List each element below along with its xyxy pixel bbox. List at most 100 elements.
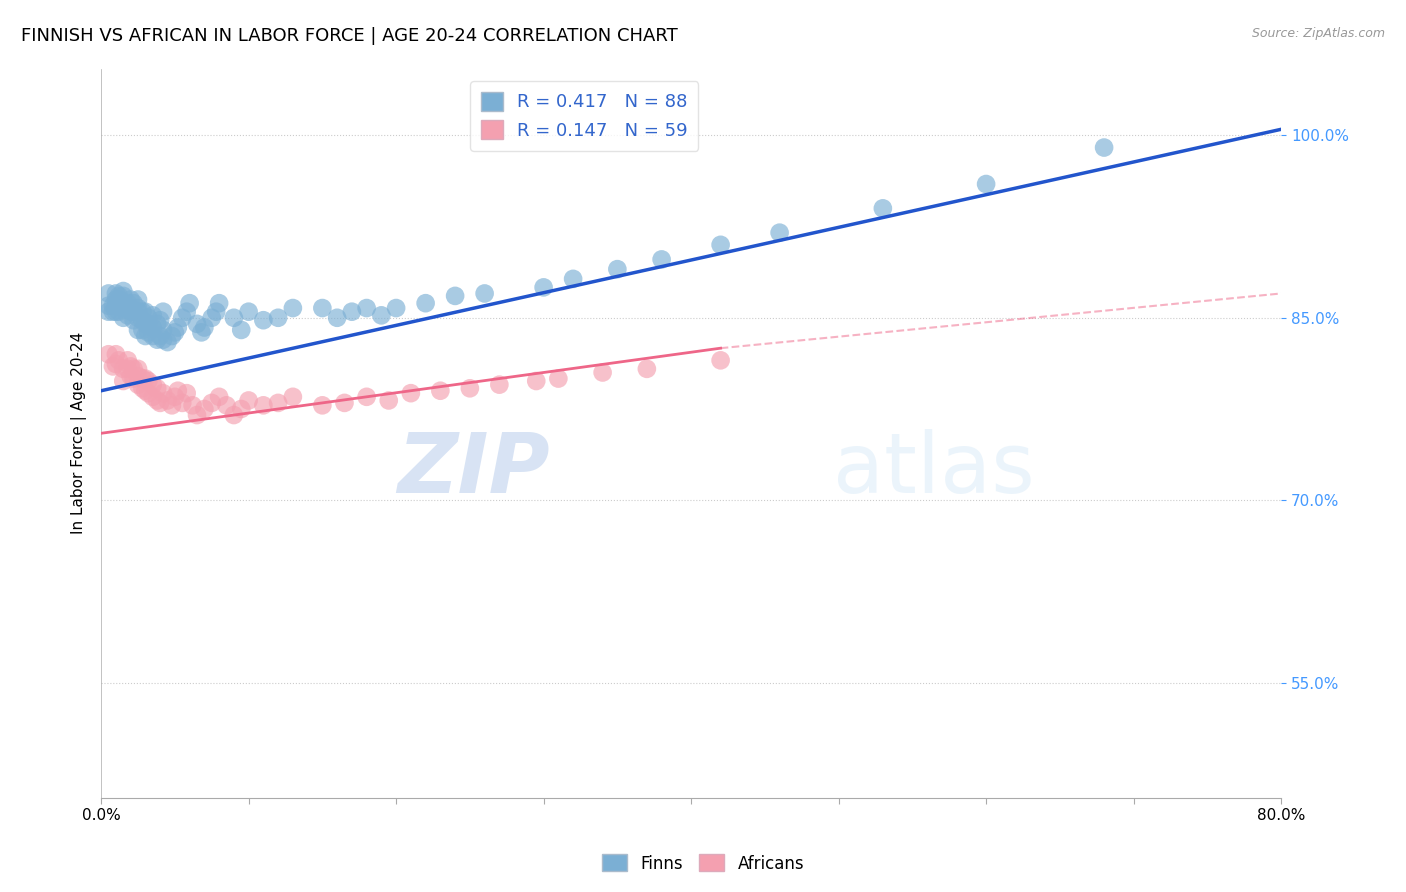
Point	[651, 252, 673, 267]
Point	[710, 353, 733, 368]
Point	[136, 326, 159, 340]
Point	[160, 398, 183, 412]
Point	[176, 386, 198, 401]
Y-axis label: In Labor Force | Age 20-24: In Labor Force | Age 20-24	[72, 332, 87, 534]
Point	[142, 320, 165, 334]
Point	[134, 371, 156, 385]
Text: Source: ZipAtlas.com: Source: ZipAtlas.com	[1251, 27, 1385, 40]
Point	[533, 280, 555, 294]
Point	[108, 299, 131, 313]
Point	[193, 401, 215, 416]
Point	[108, 304, 131, 318]
Point	[415, 296, 437, 310]
Point	[112, 289, 135, 303]
Point	[134, 329, 156, 343]
Point	[163, 390, 186, 404]
Point	[127, 362, 149, 376]
Point	[444, 289, 467, 303]
Point	[193, 320, 215, 334]
Point	[179, 296, 201, 310]
Point	[172, 396, 194, 410]
Point	[166, 384, 188, 398]
Point	[101, 299, 124, 313]
Point	[136, 386, 159, 401]
Point	[120, 301, 142, 315]
Point	[127, 369, 149, 384]
Point	[231, 323, 253, 337]
Point	[131, 313, 153, 327]
Point	[112, 310, 135, 325]
Point	[231, 401, 253, 416]
Point	[215, 398, 238, 412]
Point	[122, 313, 145, 327]
Point	[142, 309, 165, 323]
Point	[146, 393, 169, 408]
Point	[156, 393, 179, 408]
Point	[222, 408, 245, 422]
Point	[104, 347, 127, 361]
Point	[152, 304, 174, 318]
Point	[385, 301, 408, 315]
Point	[356, 301, 378, 315]
Point	[134, 384, 156, 398]
Point	[238, 304, 260, 318]
Point	[131, 304, 153, 318]
Point	[201, 310, 224, 325]
Point	[166, 320, 188, 334]
Point	[370, 309, 392, 323]
Text: atlas: atlas	[832, 429, 1035, 510]
Point	[474, 286, 496, 301]
Point	[120, 304, 142, 318]
Point	[136, 374, 159, 388]
Point	[146, 333, 169, 347]
Point	[710, 237, 733, 252]
Point	[149, 313, 172, 327]
Point	[163, 326, 186, 340]
Point	[377, 393, 399, 408]
Point	[488, 377, 510, 392]
Point	[238, 393, 260, 408]
Point	[127, 310, 149, 325]
Point	[281, 301, 304, 315]
Point	[205, 304, 228, 318]
Point	[172, 310, 194, 325]
Point	[117, 296, 139, 310]
Point	[117, 309, 139, 323]
Point	[108, 293, 131, 307]
Point	[399, 386, 422, 401]
Point	[101, 304, 124, 318]
Point	[208, 390, 231, 404]
Point	[146, 381, 169, 395]
Point	[768, 226, 790, 240]
Point	[142, 329, 165, 343]
Point	[97, 299, 120, 313]
Point	[267, 310, 290, 325]
Point	[122, 296, 145, 310]
Point	[134, 317, 156, 331]
Point	[101, 359, 124, 374]
Point	[201, 396, 224, 410]
Point	[120, 369, 142, 384]
Text: FINNISH VS AFRICAN IN LABOR FORCE | AGE 20-24 CORRELATION CHART: FINNISH VS AFRICAN IN LABOR FORCE | AGE …	[21, 27, 678, 45]
Point	[104, 293, 127, 307]
Point	[104, 299, 127, 313]
Point	[186, 408, 208, 422]
Point	[311, 301, 333, 315]
Point	[333, 396, 356, 410]
Point	[267, 396, 290, 410]
Point	[149, 329, 172, 343]
Point	[136, 317, 159, 331]
Point	[146, 317, 169, 331]
Legend: R = 0.417   N = 88, R = 0.147   N = 59: R = 0.417 N = 88, R = 0.147 N = 59	[470, 81, 699, 151]
Point	[356, 390, 378, 404]
Point	[252, 398, 274, 412]
Point	[112, 296, 135, 310]
Point	[160, 329, 183, 343]
Point	[872, 202, 894, 216]
Point	[636, 362, 658, 376]
Point	[252, 313, 274, 327]
Point	[97, 304, 120, 318]
Point	[131, 371, 153, 385]
Point	[112, 362, 135, 376]
Point	[97, 286, 120, 301]
